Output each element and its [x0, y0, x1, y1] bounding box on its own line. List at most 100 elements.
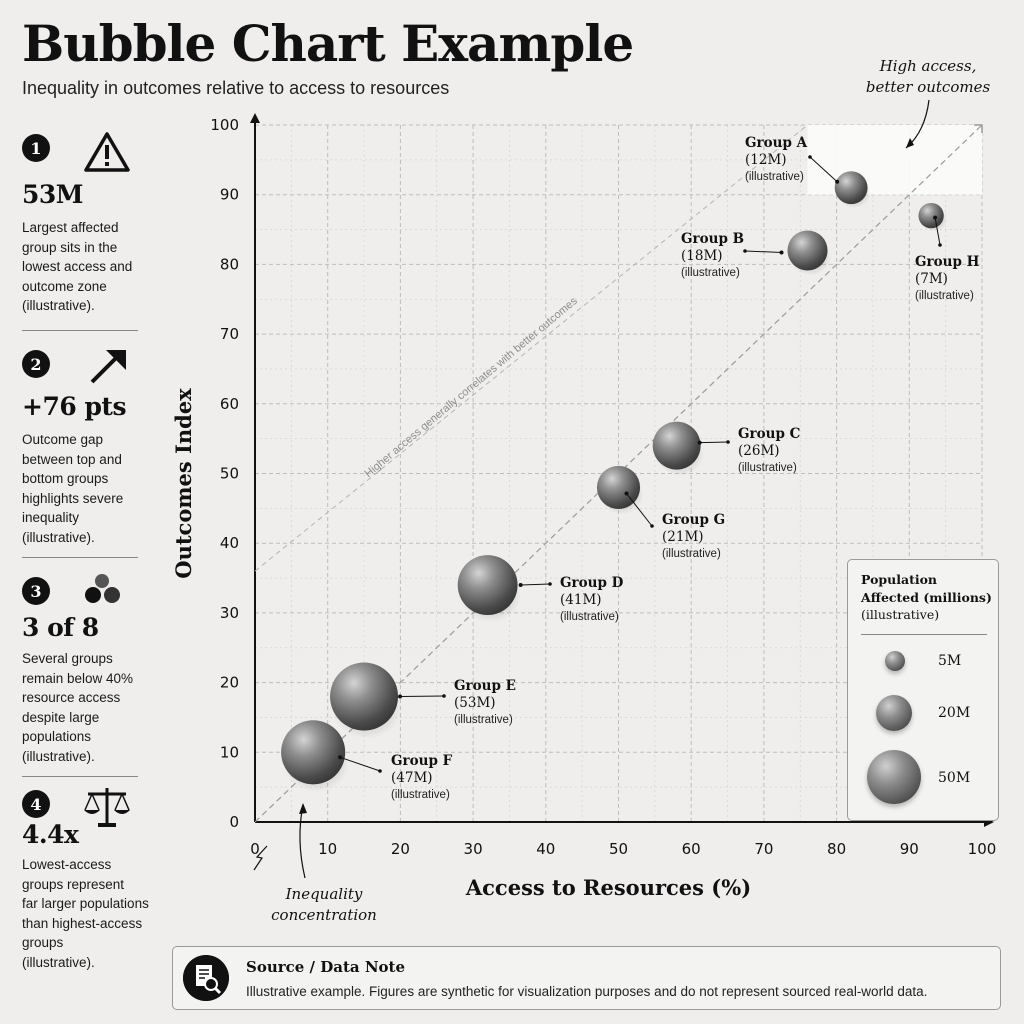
document-search-icon [183, 955, 229, 1001]
y-tick-label: 30 [220, 604, 239, 622]
source-text: Illustrative example. Figures are synthe… [246, 984, 928, 999]
x-tick-label: 100 [968, 840, 997, 858]
bubble-label-name: Group C [738, 426, 801, 442]
bubble-label-size: (21M) [662, 529, 704, 545]
bubble-label-size: (18M) [681, 248, 723, 264]
stat-value: +76 pts [22, 392, 127, 421]
stat-description: Largest affected group sits in the lowest … [22, 220, 133, 313]
x-tick-label: 80 [827, 840, 846, 858]
axes: 0 10 20 30 40 50 60 70 80 90 100 0 10 20 30 40 50 60 70 80 9… [171, 113, 996, 900]
bubble-label-name: Group D [560, 575, 624, 591]
stat-number-badge: 1 [22, 134, 50, 162]
annotation-top-right: better outcomes [866, 78, 991, 96]
bubble-group-b [787, 230, 828, 271]
bubble-label-name: Group F [391, 753, 453, 769]
trend-line [254, 124, 808, 572]
bubble-label: Group F(47M) (illustrative) [391, 753, 453, 801]
divider [22, 776, 138, 777]
x-tick-label: 70 [754, 840, 773, 858]
x-tick-label: 30 [464, 840, 483, 858]
annotation-top-right: High access, [879, 57, 977, 75]
leader-dot [938, 243, 942, 247]
stat-number-badge: 3 [22, 577, 50, 605]
bubble-label: Group B(18M) (illustrative) [681, 231, 744, 279]
leader-dot [933, 215, 938, 220]
bubble-label-name: Group B [681, 231, 744, 247]
leader-dot [378, 769, 382, 773]
bubble-label-note: (illustrative) [391, 789, 450, 801]
bubble-label-note: (illustrative) [738, 462, 797, 474]
y-tick-label: 60 [220, 395, 239, 413]
stat-description: Several groups remain below 40% resource a… [22, 651, 134, 764]
x-tick-label: 50 [609, 840, 628, 858]
bubble-group-e [330, 662, 399, 731]
x-tick-label: 40 [536, 840, 555, 858]
page-subtitle: Inequality in outcomes relative to acces… [22, 78, 450, 98]
page-title: Bubble Chart Example [22, 14, 634, 73]
bubble-label-note: (illustrative) [662, 548, 721, 560]
annotations: High access, better outcomes Inequality con… [253, 57, 991, 924]
stat-value: 3 of 8 [22, 613, 99, 642]
bubble-label: Group H(7M) (illustrative) [915, 254, 980, 302]
bubble-label-note: (illustrative) [915, 290, 974, 302]
y-tick-label: 20 [220, 674, 239, 692]
leader-dot [726, 440, 730, 444]
bubble-label-name: Group G [662, 512, 725, 528]
bubble-group-a [834, 171, 868, 205]
y-tick-label: 40 [220, 534, 239, 552]
leader-dot [398, 694, 403, 699]
bubble-label-name: Group E [454, 678, 516, 694]
bubble-label: Group G(21M) (illustrative) [662, 512, 725, 560]
x-tick-label: 90 [900, 840, 919, 858]
annotation-squiggle [253, 845, 268, 871]
leader-dot [624, 491, 629, 496]
bubble-group-c [652, 421, 701, 470]
annotation-arrowhead [906, 138, 914, 148]
legend-bubble-large [867, 750, 921, 804]
y-tick-label: 10 [220, 743, 239, 761]
y-tick-label: 80 [220, 255, 239, 273]
bubble-label-size: (41M) [560, 592, 602, 608]
leader-dot [338, 755, 343, 760]
leader-dot [779, 250, 784, 255]
stat-description: Lowest-access groups represent far larger … [22, 857, 149, 970]
leader-line [339, 756, 381, 772]
legend-note: (illustrative) [861, 607, 940, 622]
bubble-label: Group A(12M) (illustrative) [745, 135, 808, 183]
trend-line-label: Higher access generally correlates with … [363, 295, 580, 480]
leader-dot [548, 582, 552, 586]
annotation-bottom-left: concentration [271, 906, 377, 924]
stat-value: 4.4x [22, 820, 79, 849]
y-tick-label: 0 [229, 813, 239, 831]
x-tick-label: 0 [250, 840, 260, 858]
bubble-label-note: (illustrative) [454, 714, 513, 726]
source-note: Source / Data Note Illustrative example.… [172, 946, 1001, 1010]
bubbles [281, 171, 948, 793]
legend-bubble-small [885, 651, 905, 671]
y-tick-label: 50 [220, 465, 239, 483]
bubble-label: Group D(41M) (illustrative) [560, 575, 624, 623]
scales-icon [84, 788, 130, 827]
bubble-label-note: (illustrative) [681, 267, 740, 279]
legend-divider [861, 634, 987, 635]
legend-bubble-medium [876, 695, 912, 731]
bubble-label-note: (illustrative) [745, 171, 804, 183]
bubble-label-name: Group H [915, 254, 980, 270]
bubble-label-size: (53M) [454, 695, 496, 711]
legend-label: 5M [938, 653, 962, 669]
annotation-arrowhead [299, 803, 307, 814]
bubble-group-d [457, 555, 518, 615]
bubble-label-name: Group A [745, 135, 808, 151]
leader-line [934, 217, 941, 246]
bubble-group-f [281, 720, 346, 785]
bubble-label: Group E(53M) (illustrative) [454, 678, 516, 726]
x-tick-label: 60 [682, 840, 701, 858]
leader-dot [808, 155, 812, 159]
bubble-label-size: (7M) [915, 271, 948, 287]
legend-label: 50M [938, 770, 971, 786]
divider [22, 557, 138, 558]
y-tick-label: 70 [220, 325, 239, 343]
leader-line [699, 441, 729, 444]
leader-line [520, 583, 551, 586]
